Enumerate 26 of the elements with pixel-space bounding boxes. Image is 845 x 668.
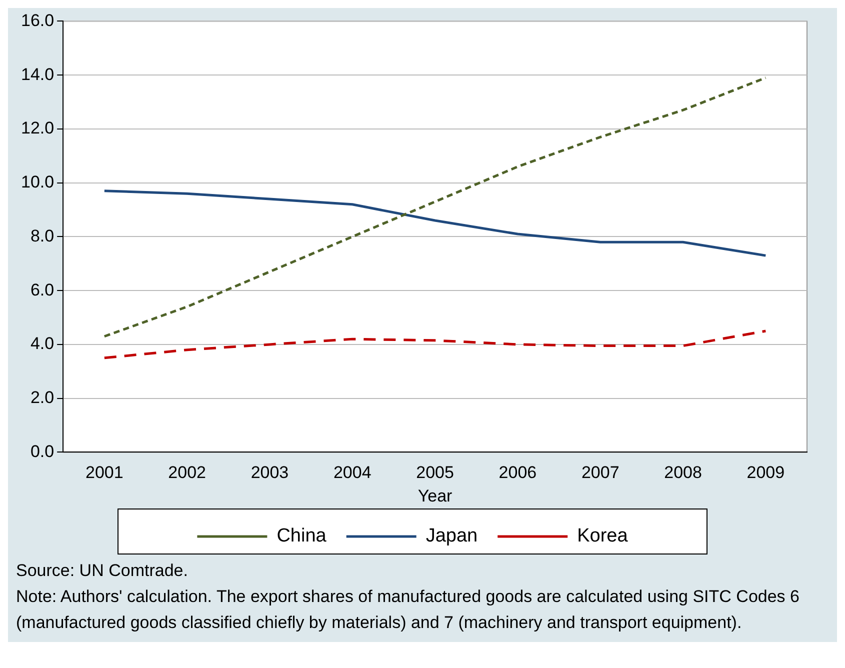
x-axis-title: Year — [418, 486, 453, 506]
y-tick-label: 12.0 — [20, 118, 54, 138]
x-tick-label: 2004 — [333, 463, 372, 482]
line-series — [103, 330, 767, 360]
y-tick-label: 6.0 — [30, 280, 54, 300]
source-note: Source: UN Comtrade. — [16, 560, 189, 582]
x-tick-label: 2002 — [168, 463, 206, 482]
x-tick-label: 2007 — [581, 463, 620, 482]
x-tick-label: 2001 — [86, 463, 124, 482]
legend-label: China — [276, 526, 327, 547]
x-tick-label: 2008 — [664, 463, 702, 482]
x-tick-label: 2005 — [416, 463, 454, 482]
y-tick-label: 8.0 — [30, 226, 54, 246]
y-tick-label: 16.0 — [20, 10, 54, 30]
legend-label: Japan — [426, 526, 478, 547]
line-series — [103, 76, 767, 338]
legend-label: Korea — [577, 526, 628, 547]
y-tick-label: 10.0 — [20, 172, 54, 192]
y-tick-label: 4.0 — [30, 334, 54, 354]
y-tick-label: 14.0 — [20, 64, 54, 84]
x-tick-label: 2003 — [250, 463, 289, 482]
y-tick-label: 0.0 — [30, 442, 54, 461]
x-tick-label: 2006 — [498, 463, 537, 482]
x-tick-label: 2009 — [746, 463, 785, 482]
y-tick-label: 2.0 — [30, 388, 54, 408]
text: Note: Authors' calculation. The export shares of manufactured goods are calculated using SITC Codes 6 (manufactured goods classified chiefly by materials) and 7 (machinery and transport equipment). — [16, 586, 800, 634]
